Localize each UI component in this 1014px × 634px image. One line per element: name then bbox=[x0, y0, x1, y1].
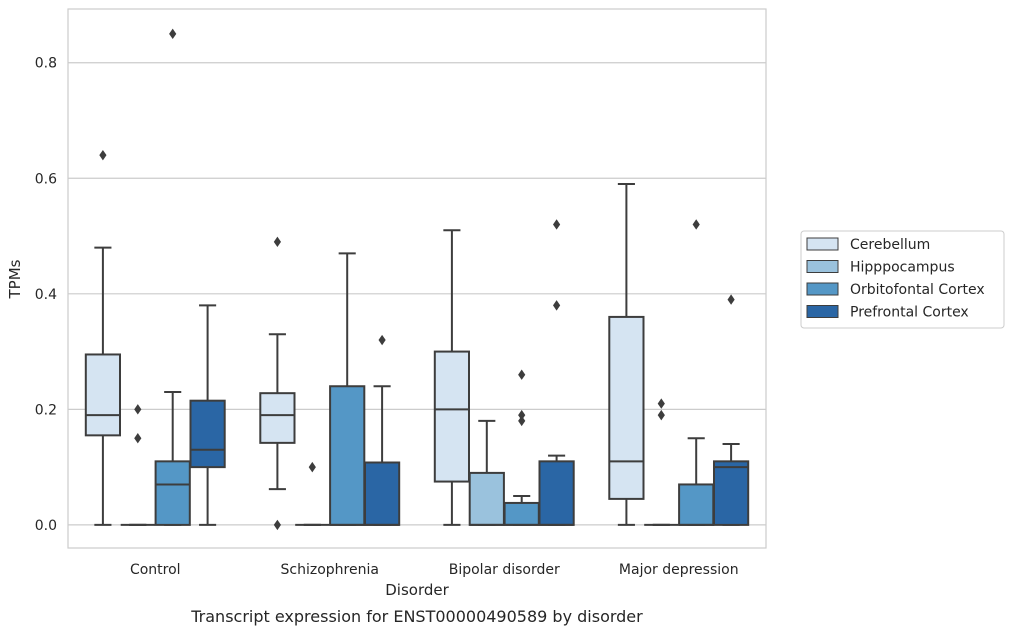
box-group bbox=[678, 219, 715, 526]
box bbox=[608, 315, 645, 500]
box-group bbox=[538, 219, 575, 526]
outlier-point bbox=[553, 300, 561, 311]
legend-swatch bbox=[806, 282, 839, 296]
box bbox=[154, 460, 191, 526]
box-group bbox=[433, 229, 471, 526]
box bbox=[538, 460, 575, 526]
chart-caption: Transcript expression for ENST0000049058… bbox=[190, 607, 643, 626]
y-axis-label: TPMs bbox=[6, 259, 24, 299]
box-group bbox=[259, 236, 296, 531]
outlier-point bbox=[518, 409, 526, 421]
x-tick-label: Bipolar disorder bbox=[449, 562, 560, 578]
outlier-point bbox=[518, 369, 526, 380]
outlier-point bbox=[518, 415, 526, 427]
y-tick-label: 0.2 bbox=[35, 402, 57, 418]
box-group bbox=[712, 294, 750, 526]
legend-label: Cerebellum bbox=[850, 237, 930, 253]
box bbox=[503, 501, 540, 526]
box bbox=[468, 471, 505, 526]
y-tick-label: 0.8 bbox=[35, 56, 57, 72]
box bbox=[259, 392, 296, 444]
outlier-point bbox=[657, 409, 665, 421]
outlier-point bbox=[308, 461, 316, 473]
outlier-point bbox=[99, 149, 107, 161]
box-marks bbox=[84, 28, 750, 531]
legend-label: Orbitofontal Cortex bbox=[850, 282, 985, 298]
box-group bbox=[468, 419, 505, 526]
y-tick-label: 0.0 bbox=[35, 518, 57, 534]
box bbox=[678, 483, 715, 526]
box bbox=[712, 460, 750, 526]
box-group bbox=[329, 252, 366, 526]
y-tick-label: 0.4 bbox=[35, 287, 57, 303]
outlier-point bbox=[169, 28, 177, 40]
outlier-point bbox=[727, 294, 735, 305]
legend: Cerebellum Hipppocampus Orbitofontal Corte… bbox=[800, 230, 1005, 329]
box-group bbox=[503, 369, 540, 526]
outlier-point bbox=[553, 219, 561, 230]
box-group bbox=[363, 334, 401, 526]
legend-frame bbox=[800, 230, 1005, 329]
x-axis-label: Disorder bbox=[385, 581, 449, 599]
box-group bbox=[120, 404, 155, 526]
x-tick-label: Schizophrenia bbox=[281, 562, 379, 578]
box-group bbox=[295, 461, 330, 526]
box bbox=[363, 461, 401, 526]
legend-swatch bbox=[806, 237, 839, 251]
box bbox=[84, 353, 122, 437]
legend-label: Hipppocampus bbox=[850, 260, 955, 276]
outlier-point bbox=[273, 519, 281, 531]
plot-frame bbox=[67, 8, 767, 549]
box bbox=[433, 350, 471, 483]
box-group bbox=[608, 183, 645, 526]
box-group bbox=[84, 149, 122, 526]
outlier-point bbox=[134, 433, 142, 444]
y-tick-label: 0.6 bbox=[35, 171, 57, 187]
outlier-point bbox=[273, 236, 281, 248]
outlier-point bbox=[692, 219, 700, 230]
outlier-point bbox=[134, 404, 142, 415]
x-tick-label: Major depression bbox=[619, 562, 739, 578]
outlier-point bbox=[657, 398, 665, 409]
outlier-point bbox=[378, 334, 386, 346]
box-group bbox=[154, 28, 191, 526]
x-tick-labels: Control Schizophrenia Bipolar disorder Majo… bbox=[130, 562, 739, 578]
legend-label: Prefrontal Cortex bbox=[850, 305, 969, 321]
box-group bbox=[644, 398, 679, 526]
y-tick-labels: 0.0 0.2 0.4 0.6 0.8 bbox=[35, 56, 57, 534]
legend-swatch bbox=[806, 260, 839, 273]
box bbox=[329, 385, 366, 526]
x-tick-label: Control bbox=[130, 562, 181, 578]
box bbox=[189, 399, 226, 469]
box-group bbox=[189, 304, 226, 526]
legend-swatch bbox=[806, 305, 839, 318]
